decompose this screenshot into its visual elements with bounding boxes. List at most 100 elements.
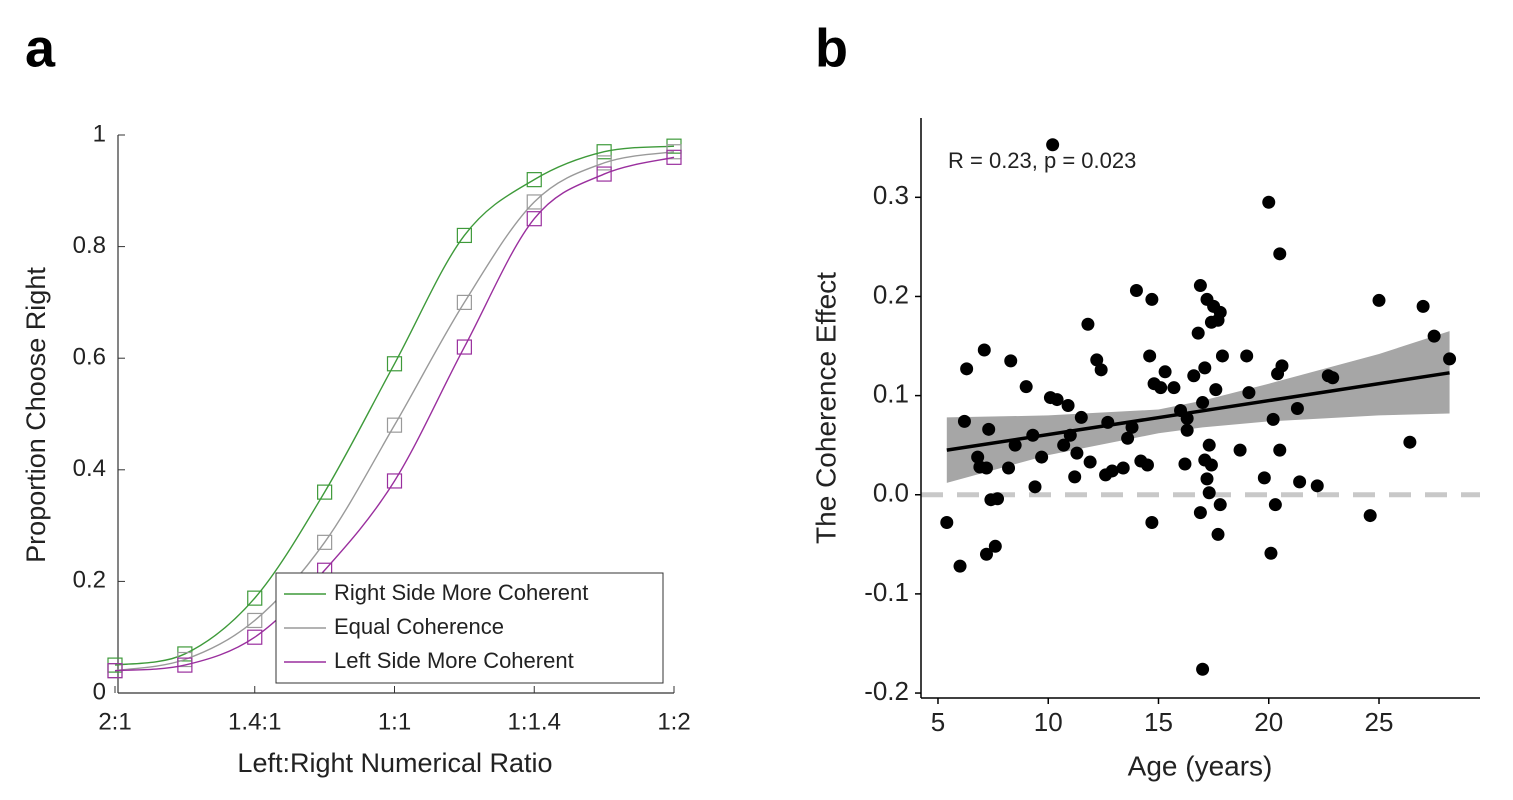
point <box>1293 475 1307 489</box>
y-tick-label: 1 <box>93 120 106 147</box>
point <box>1403 435 1417 449</box>
point <box>940 516 954 530</box>
square-marker <box>596 144 612 160</box>
x-tick-label: 5 <box>931 707 945 737</box>
point <box>1213 498 1227 512</box>
point <box>1068 470 1082 484</box>
point <box>1209 383 1223 397</box>
point <box>1116 461 1130 475</box>
square-marker <box>386 417 403 433</box>
point <box>1196 662 1210 676</box>
point <box>1004 354 1018 368</box>
square-marker <box>526 194 542 210</box>
annotation: R = 0.23, p = 0.023 <box>948 148 1136 173</box>
legend-box <box>275 572 664 684</box>
point <box>1180 411 1194 425</box>
x-tick-label: 1:1.4 <box>508 708 561 735</box>
curve <box>114 151 675 672</box>
point <box>1158 365 1172 379</box>
point <box>1090 353 1104 367</box>
point <box>1204 458 1218 472</box>
point <box>991 492 1005 506</box>
square-marker <box>247 612 263 629</box>
panel-label: a <box>25 18 56 78</box>
x-tick-label: 1.4:1 <box>228 708 281 735</box>
point <box>1310 479 1324 493</box>
point <box>953 559 967 573</box>
point <box>1211 527 1225 541</box>
point <box>1196 396 1210 410</box>
point <box>1200 472 1214 486</box>
point <box>1290 401 1304 415</box>
point <box>1372 293 1386 307</box>
point <box>1326 371 1340 385</box>
square-marker <box>247 629 263 645</box>
point <box>1145 292 1159 306</box>
square-marker <box>456 227 472 244</box>
point <box>1257 471 1271 485</box>
point <box>1266 412 1280 426</box>
point <box>1427 329 1441 343</box>
x-tick-label: 20 <box>1254 707 1283 737</box>
point <box>1061 399 1075 413</box>
point <box>1363 509 1377 523</box>
point <box>1125 420 1139 434</box>
point <box>1180 423 1194 437</box>
curve <box>114 145 675 666</box>
point <box>1121 431 1135 445</box>
point <box>1193 279 1207 293</box>
point <box>1273 443 1287 457</box>
point <box>1154 381 1168 395</box>
point <box>1035 450 1049 464</box>
point <box>1262 195 1276 209</box>
legend-label: Equal Coherence <box>334 614 504 639</box>
y-tick-label: 0.8 <box>73 232 106 259</box>
square-marker <box>177 657 193 673</box>
square-marker <box>386 473 403 489</box>
point <box>1101 415 1115 429</box>
point <box>979 547 993 561</box>
x-tick-label: 1:1 <box>378 708 411 735</box>
y-axis-label: The Coherence Effect <box>810 272 841 544</box>
point <box>1191 326 1205 340</box>
point <box>1273 247 1287 261</box>
y-tick-label: 0.2 <box>873 279 909 309</box>
point <box>1240 349 1254 363</box>
point <box>1178 457 1192 471</box>
square-marker <box>596 155 612 171</box>
point <box>1063 428 1077 442</box>
x-tick-label: 2:1 <box>98 708 131 735</box>
point <box>1202 486 1216 500</box>
square-marker <box>317 484 333 500</box>
point <box>971 450 985 464</box>
point <box>957 414 971 428</box>
square-marker <box>526 172 542 188</box>
x-tick-label: 25 <box>1365 707 1394 737</box>
panel-label: b <box>815 18 848 78</box>
point <box>1140 458 1154 472</box>
square-marker <box>596 166 612 182</box>
legend-label: Left Side More Coherent <box>334 648 574 673</box>
x-tick-label: 1:2 <box>657 708 690 735</box>
square-marker <box>666 149 682 165</box>
square-marker <box>526 211 542 227</box>
square-marker <box>456 339 472 355</box>
point <box>1105 464 1119 478</box>
point <box>1213 305 1227 319</box>
point <box>1167 381 1181 395</box>
point <box>1046 138 1060 152</box>
point <box>1215 349 1229 363</box>
point <box>1264 546 1278 560</box>
square-marker <box>386 356 403 372</box>
square-marker <box>456 294 472 310</box>
square-marker <box>317 534 333 550</box>
point <box>1242 386 1256 400</box>
point <box>1143 349 1157 363</box>
y-tick-label: -0.1 <box>864 577 909 607</box>
point <box>1193 506 1207 520</box>
x-axis-label: Left:Right Numerical Ratio <box>237 748 552 778</box>
point <box>1145 516 1159 530</box>
square-marker <box>107 663 123 679</box>
point <box>1026 428 1040 442</box>
